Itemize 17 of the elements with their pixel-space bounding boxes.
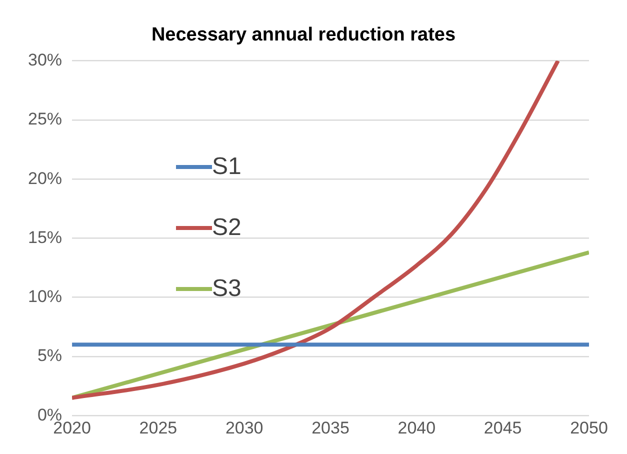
y-tick-label: 10%: [28, 287, 62, 306]
x-tick-label: 2025: [139, 418, 178, 438]
legend-label: S3: [212, 274, 242, 302]
legend-label: S1: [212, 152, 242, 180]
x-tick-label: 2035: [312, 418, 350, 438]
x-tick-label: 2045: [484, 418, 522, 438]
y-tick-label: 20%: [28, 168, 62, 188]
y-tick-label: 25%: [28, 110, 62, 129]
legend-label: S2: [212, 214, 242, 242]
x-tick-label: 2050: [570, 418, 608, 438]
x-tick-label: 2040: [398, 418, 436, 438]
chart-title: Necessary annual reduction rates: [151, 24, 456, 46]
y-tick-label: 30%: [28, 50, 62, 70]
line-series: [72, 60, 560, 400]
y-tick-label: 15%: [28, 228, 62, 247]
x-tick-label: 2030: [225, 418, 264, 438]
y-tick-label: 5%: [37, 346, 62, 366]
